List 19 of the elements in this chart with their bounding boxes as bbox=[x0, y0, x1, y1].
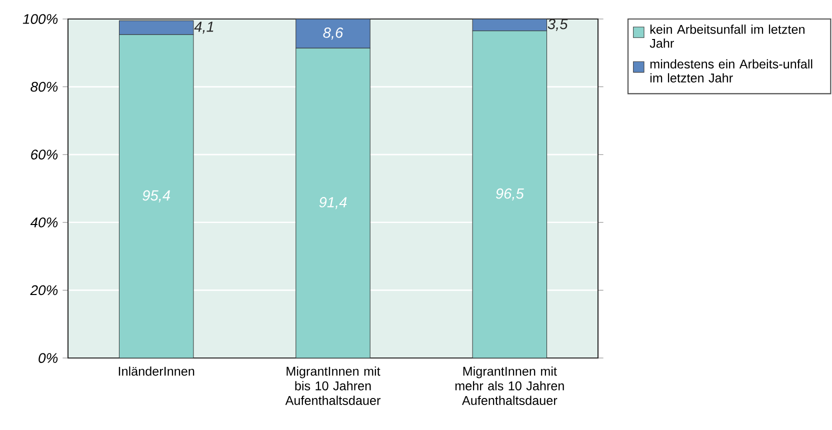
data-label: 95,4 bbox=[142, 190, 170, 202]
y-tick-label: 100% bbox=[22, 14, 58, 24]
legend-label: mindestens ein Arbeits-unfall im letzten Jahr bbox=[650, 59, 812, 82]
bar bbox=[296, 48, 370, 358]
y-tick-label: 60% bbox=[31, 150, 58, 160]
y-tick-label: 20% bbox=[30, 285, 58, 296]
y-tick-label: 80% bbox=[30, 82, 58, 92]
bar bbox=[472, 30, 548, 358]
data-label: 96,5 bbox=[496, 188, 524, 200]
bar bbox=[118, 34, 194, 358]
y-tick-label: 0% bbox=[38, 353, 58, 363]
data-label: 91,4 bbox=[319, 197, 347, 210]
x-tick-label: MigrantInnen mit bis 10 Jahren Aufenthaltsdauer bbox=[285, 366, 380, 405]
y-tick-label: 40% bbox=[30, 217, 58, 228]
data-label: 8,6 bbox=[323, 28, 344, 40]
x-tick-label: MigrantInnen mit mehr als 10 Jahren Aufenthaltsdauer bbox=[455, 366, 564, 405]
legend-label: kein Arbeitsunfall im letzten Jahr bbox=[650, 24, 804, 48]
x-tick-label: InländerInnen bbox=[118, 366, 194, 376]
data-label: 4,1 bbox=[194, 22, 214, 34]
